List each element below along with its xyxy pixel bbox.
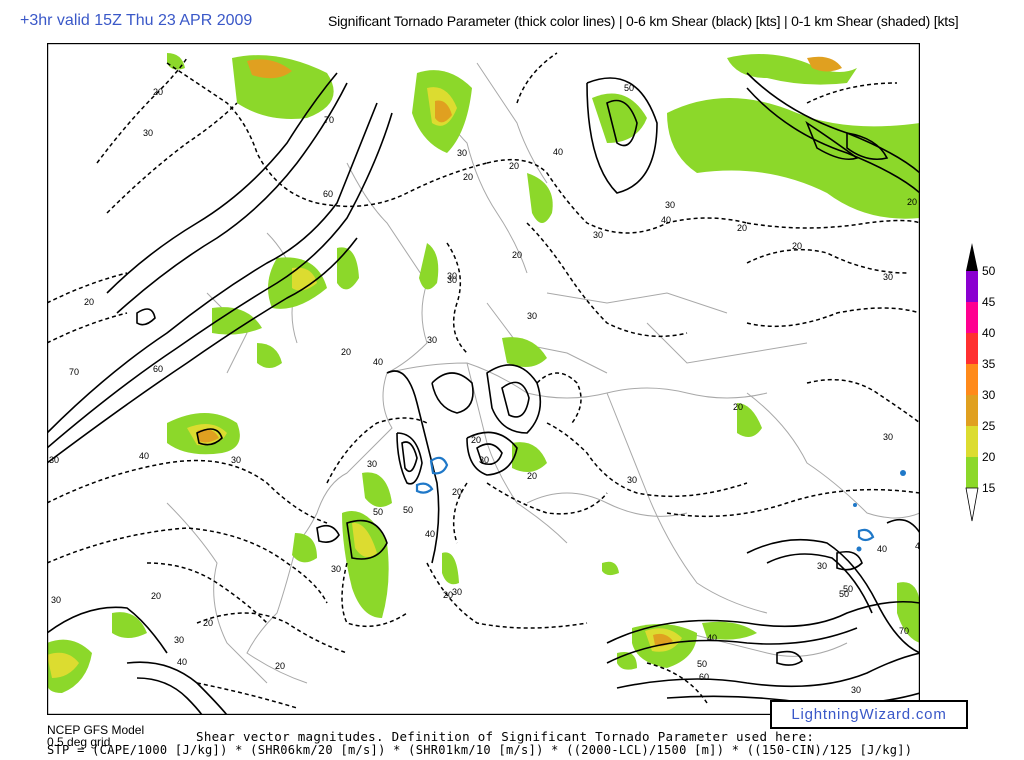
legend-tick-50: 50 [982, 264, 996, 278]
legend-bottom-arrow [965, 487, 979, 522]
contour-label: 30 [447, 275, 457, 285]
contour-label: 60 [699, 672, 709, 682]
contour-label: 40 [707, 633, 717, 643]
contour-label: 30 [457, 148, 467, 158]
contour-label: 30 [527, 311, 537, 321]
legend-swatch-40 [966, 302, 978, 333]
contour-label: 30 [883, 272, 893, 282]
contour-label: 30 [367, 459, 377, 469]
contour-label: 40 [177, 657, 187, 667]
contour-label: 30 [627, 475, 637, 485]
legend-swatch-20 [966, 426, 978, 457]
forecast-valid-time: +3hr valid 15Z Thu 23 APR 2009 [20, 12, 253, 29]
legend-swatch-30 [966, 364, 978, 395]
contour-label: 70 [69, 367, 79, 377]
contour-label: 30 [479, 455, 489, 465]
map-border [47, 43, 920, 715]
contour-value-labels: 20 30 70 60 20 70 60 30 40 30 50 40 30 2… [49, 83, 920, 695]
contour-label: 30 [665, 200, 675, 210]
contour-label: 50 [624, 83, 634, 93]
contour-label: 20 [463, 172, 473, 182]
contour-label: 50 [839, 589, 849, 599]
contour-label: 50 [843, 584, 853, 594]
legend-swatch-15 [966, 457, 978, 488]
contour-label: 40 [373, 357, 383, 367]
contour-label: 40 [661, 215, 671, 225]
contour-label: 30 [593, 230, 603, 240]
contour-label: 20 [512, 250, 522, 260]
legend-tick-40: 40 [982, 326, 996, 340]
contour-label: 20 [84, 297, 94, 307]
contour-label: 30 [883, 432, 893, 442]
contour-label: 30 [51, 595, 61, 605]
contour-label: 30 [452, 587, 462, 597]
contour-label: 40 [915, 541, 920, 551]
contour-label: 40 [425, 529, 435, 539]
contour-label: 30 [174, 635, 184, 645]
contour-label: 60 [153, 364, 163, 374]
product-title: Significant Tornado Parameter (thick col… [328, 13, 959, 29]
lightningwizard-watermark[interactable]: LightningWizard.com [770, 700, 968, 729]
contour-label: 40 [139, 451, 149, 461]
legend-top-arrow [966, 243, 978, 271]
contour-label: 20 [452, 487, 462, 497]
stp-contours [415, 456, 875, 542]
contour-label: 20 [443, 590, 453, 600]
legend-tick-15: 15 [982, 481, 996, 495]
shear-06km-solid-contours [47, 72, 920, 715]
model-name: NCEP GFS Model [47, 723, 145, 737]
stp-definition-note: Shear vector magnitudes. Definition of S… [196, 729, 815, 744]
model-grid: 0.5 deg grid [47, 735, 111, 749]
contour-label: 20 [733, 402, 743, 412]
stp-markers [853, 470, 906, 552]
contour-label: 30 [447, 271, 457, 281]
contour-label: 20 [151, 591, 161, 601]
contour-label: 30 [427, 335, 437, 345]
contour-label: 20 [471, 435, 481, 445]
contour-label: 30 [331, 564, 341, 574]
contour-label: 70 [899, 626, 909, 636]
contour-label: 20 [527, 471, 537, 481]
coastlines [166, 62, 920, 684]
contour-label: 20 [153, 87, 163, 97]
stp-formula: STP = (CAPE/1000 [J/kg]) * (SHR06km/20 [… [47, 743, 913, 757]
contour-label: 30 [231, 455, 241, 465]
legend-tick-25: 25 [982, 419, 996, 433]
weather-map: 20 30 70 60 20 70 60 30 40 30 50 40 30 2… [47, 43, 920, 715]
contour-label: 20 [341, 347, 351, 357]
shear-color-legend: 50 45 40 35 30 25 20 15 [962, 243, 1022, 523]
contour-label: 50 [373, 507, 383, 517]
contour-label: 30 [851, 685, 861, 695]
contour-label: 50 [697, 659, 707, 669]
contour-label: 20 [203, 618, 213, 628]
contour-label: 20 [509, 161, 519, 171]
contour-label: 40 [553, 147, 563, 157]
contour-label: 40 [877, 544, 887, 554]
legend-swatch-45 [966, 271, 978, 302]
contour-label: 20 [737, 223, 747, 233]
contour-label: 60 [323, 189, 333, 199]
contour-label: 50 [403, 505, 413, 515]
contour-label: 30 [817, 561, 827, 571]
shear-06km-dashed-contours [47, 52, 920, 709]
legend-swatch-25 [966, 395, 978, 426]
legend-tick-35: 35 [982, 357, 996, 371]
contour-label: 20 [792, 241, 802, 251]
contour-label: 20 [275, 661, 285, 671]
contour-label: 20 [907, 197, 917, 207]
contour-label: 70 [324, 115, 334, 125]
contour-label: 30 [143, 128, 153, 138]
legend-swatch-35 [966, 333, 978, 364]
legend-tick-20: 20 [982, 450, 996, 464]
contour-label: 30 [49, 455, 59, 465]
legend-tick-45: 45 [982, 295, 996, 309]
shear-shading [47, 53, 920, 693]
legend-tick-30: 30 [982, 388, 996, 402]
